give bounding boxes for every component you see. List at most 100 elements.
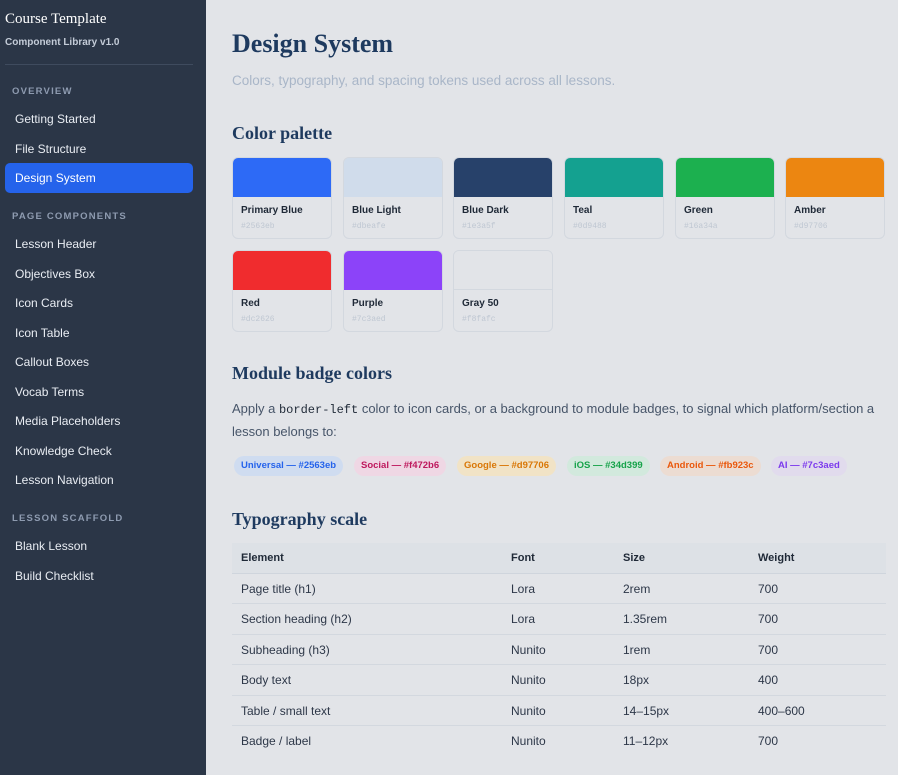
- table-cell: 1rem: [623, 642, 651, 657]
- swatch-hex: #0d9488: [573, 222, 607, 231]
- column-header: Element: [241, 552, 284, 564]
- module-badge-google: Google — #d97706: [457, 456, 557, 476]
- swatch-hex: #7c3aed: [352, 315, 386, 324]
- table-cell: Table / small text: [241, 703, 331, 718]
- table-cell: 700: [758, 734, 779, 748]
- table-cell: 14–15px: [623, 703, 670, 718]
- typography-table: Element Font Size Weight Page title (h1)…: [232, 543, 886, 757]
- swatch-name: Purple: [352, 298, 384, 309]
- swatch-color-chip: [344, 251, 442, 290]
- swatch-name: Red: [241, 298, 260, 309]
- table-row: Table / small text Nunito 14–15px 400–60…: [232, 696, 886, 726]
- table-cell: 700: [758, 581, 779, 596]
- badge-description-text: Apply a: [232, 401, 279, 416]
- color-swatch: Teal #0d9488: [564, 157, 664, 239]
- table-cell: Nunito: [511, 673, 546, 687]
- swatch-hex: #d97706: [794, 222, 828, 231]
- color-swatch: Red #dc2626: [232, 250, 332, 332]
- sidebar: Course Template Component Library v1.0 O…: [0, 0, 206, 775]
- color-swatch: Amber #d97706: [785, 157, 885, 239]
- sidebar-item-icon-cards[interactable]: Icon Cards: [15, 296, 74, 310]
- table-cell: 11–12px: [623, 734, 669, 748]
- swatch-color-chip: [676, 158, 774, 197]
- table-cell: Section heading (h2): [241, 612, 352, 626]
- swatch-name: Amber: [794, 205, 826, 216]
- swatch-color-chip: [233, 251, 331, 290]
- table-row: Body text Nunito 18px 400: [232, 665, 886, 696]
- swatch-name: Teal: [573, 205, 593, 216]
- table-cell: Lora: [511, 612, 536, 626]
- swatch-color-chip: [454, 251, 552, 290]
- column-header: Size: [623, 552, 646, 564]
- color-swatch: Purple #7c3aed: [343, 250, 443, 332]
- nav-section-page-components: PAGE COMPONENTS: [12, 211, 127, 222]
- sidebar-item-knowledge-check[interactable]: Knowledge Check: [15, 444, 112, 458]
- table-cell: 700: [758, 642, 779, 657]
- sidebar-item-blank-lesson[interactable]: Blank Lesson: [15, 539, 88, 553]
- table-row: Section heading (h2) Lora 1.35rem 700: [232, 604, 886, 635]
- swatch-name: Blue Dark: [462, 205, 509, 216]
- nav-section-overview: OVERVIEW: [12, 86, 73, 97]
- swatch-color-chip: [565, 158, 663, 197]
- table-cell: Nunito: [511, 703, 546, 718]
- sidebar-item-icon-table[interactable]: Icon Table: [15, 326, 70, 340]
- sidebar-item-objectives-box[interactable]: Objectives Box: [15, 267, 96, 281]
- swatch-hex: #2563eb: [241, 222, 275, 231]
- table-row: Badge / label Nunito 11–12px 700: [232, 726, 886, 757]
- table-cell: Page title (h1): [241, 581, 316, 596]
- swatch-color-chip: [344, 158, 442, 197]
- swatch-hex: #f8fafc: [462, 315, 496, 324]
- table-cell: Lora: [511, 581, 536, 596]
- sidebar-item-callout-boxes[interactable]: Callout Boxes: [15, 355, 90, 369]
- table-cell: 2rem: [623, 581, 651, 596]
- sidebar-item-getting-started[interactable]: Getting Started: [15, 112, 96, 126]
- table-cell: 400: [758, 673, 779, 687]
- nav-section-lesson-scaffold: LESSON SCAFFOLD: [12, 513, 124, 524]
- main-content: Design System Colors, typography, and sp…: [206, 0, 898, 775]
- color-swatch: Primary Blue #2563eb: [232, 157, 332, 239]
- swatch-color-chip: [786, 158, 884, 197]
- section-heading-typography-scale: Typography scale: [232, 509, 368, 529]
- color-swatch: Gray 50 #f8fafc: [453, 250, 553, 332]
- badge-description-text: color to icon cards, or a background to …: [232, 401, 875, 439]
- sidebar-item-vocab-terms[interactable]: Vocab Terms: [15, 385, 85, 399]
- swatch-color-chip: [454, 158, 552, 197]
- column-header: Weight: [758, 552, 795, 564]
- sidebar-item-media-placeholders[interactable]: Media Placeholders: [15, 414, 121, 428]
- brand-title: Course Template: [5, 11, 107, 27]
- table-row: Page title (h1) Lora 2rem 700: [232, 574, 886, 604]
- column-header: Font: [511, 552, 535, 564]
- page-title: Design System: [232, 29, 394, 58]
- module-badge-ios: iOS — #34d399: [567, 456, 650, 476]
- inline-code: border-left: [278, 403, 359, 417]
- module-badge-android: Android — #fb923c: [660, 456, 761, 476]
- table-cell: Badge / label: [241, 734, 312, 748]
- swatch-name: Primary Blue: [241, 205, 303, 216]
- sidebar-divider: [5, 64, 193, 65]
- sidebar-item-lesson-navigation[interactable]: Lesson Navigation: [15, 473, 114, 487]
- module-badge-social: Social — #f472b6: [354, 456, 447, 476]
- table-cell: 700: [758, 612, 779, 626]
- table-cell: Subheading (h3): [241, 642, 330, 657]
- sidebar-item-lesson-header[interactable]: Lesson Header: [15, 237, 97, 251]
- table-row: Subheading (h3) Nunito 1rem 700: [232, 635, 886, 665]
- section-heading-color-palette: Color palette: [232, 123, 333, 143]
- section-heading-module-badge-colors: Module badge colors: [232, 363, 392, 383]
- badge-description: Apply a border-left color to icon cards,…: [232, 398, 887, 443]
- table-cell: 1.35rem: [623, 612, 668, 626]
- table-cell: 18px: [623, 673, 650, 687]
- color-swatch: Blue Dark #1e3a5f: [453, 157, 553, 239]
- swatch-hex: #dbeafe: [352, 222, 386, 231]
- swatch-name: Gray 50: [462, 298, 499, 309]
- swatch-name: Blue Light: [352, 205, 401, 216]
- color-swatch: Green #16a34a: [675, 157, 775, 239]
- swatch-hex: #1e3a5f: [462, 222, 496, 231]
- table-cell: Nunito: [511, 642, 546, 657]
- page-subtitle: Colors, typography, and spacing tokens u…: [232, 73, 616, 88]
- brand-subtitle: Component Library v1.0: [5, 37, 120, 48]
- module-badge-ai: AI — #7c3aed: [771, 456, 847, 476]
- sidebar-item-file-structure[interactable]: File Structure: [15, 142, 87, 156]
- color-swatch: Blue Light #dbeafe: [343, 157, 443, 239]
- sidebar-item-build-checklist[interactable]: Build Checklist: [15, 569, 94, 583]
- sidebar-item-design-system[interactable]: Design System: [5, 163, 193, 193]
